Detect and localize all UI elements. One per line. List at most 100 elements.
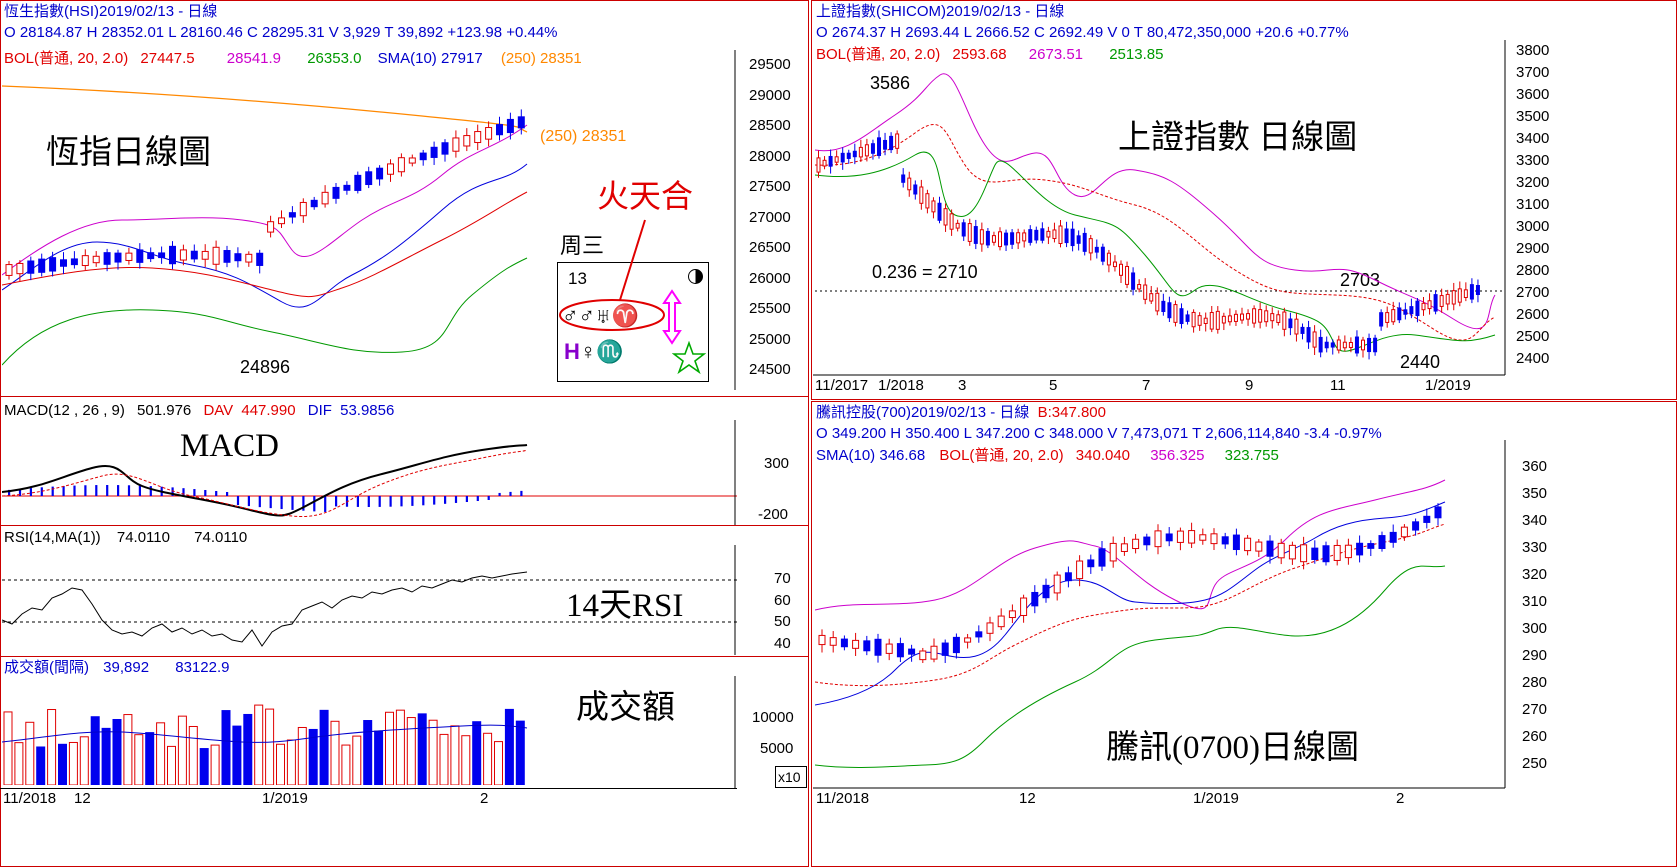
candle-body	[1058, 225, 1063, 244]
hsi-y-tick: 27500	[749, 178, 791, 195]
candle-body	[979, 229, 984, 245]
candle-body	[1397, 307, 1402, 321]
hsi-sma250-tag: (250) 28351	[540, 128, 627, 145]
candle-body	[201, 250, 209, 260]
candle-body	[1176, 530, 1184, 543]
candle-body	[874, 638, 882, 656]
macd-bar	[444, 496, 447, 504]
rsi-header: RSI(14,MA(1)) 74.0110 74.0110	[4, 529, 247, 547]
tencent-bol-upper-line	[815, 479, 1446, 611]
hsi-x-label: 11/2018	[3, 790, 57, 807]
candle-body	[949, 213, 954, 230]
macd-bar	[215, 490, 218, 496]
macd-bar	[356, 496, 359, 507]
candle-body	[883, 139, 888, 150]
macd-bar	[509, 491, 512, 496]
candle-body	[1270, 313, 1275, 322]
volume-bar	[286, 739, 296, 785]
tencent-b-label: B:347.800	[1037, 404, 1106, 421]
hsi-y-tick: 28000	[749, 148, 791, 165]
updown-arrow-icon	[662, 289, 682, 345]
candle-body	[846, 152, 851, 159]
macd-bar	[8, 489, 11, 496]
rsi-axis-line	[734, 545, 736, 655]
tencent-indicator-row: SMA(10) 346.68 BOL(普通, 20, 2.0) 340.040 …	[816, 447, 1279, 465]
candle-body	[1120, 543, 1128, 552]
candle-body	[1191, 311, 1196, 328]
shcomp-high-label: 3586	[870, 73, 911, 93]
candle-body	[310, 199, 318, 208]
candle-body	[1246, 313, 1251, 320]
macd-bar	[95, 485, 98, 496]
hsi-title: 恆生指數(HSI)2019/02/13 - 日線	[4, 3, 218, 20]
candle-body	[452, 137, 460, 152]
candle-body	[1276, 314, 1281, 323]
candle-body	[1020, 597, 1028, 616]
macd-bar	[378, 496, 381, 507]
hsi-sma250: (250) 28351	[500, 50, 582, 67]
astro-day: 13	[568, 269, 587, 288]
rsi-y-tick: 40	[774, 635, 791, 652]
candle-body	[967, 223, 972, 242]
candle-body	[1433, 294, 1438, 312]
candle-body	[517, 116, 525, 129]
candle-body	[1379, 312, 1384, 327]
macd-bar	[204, 489, 207, 496]
tencent-y-tick: 310	[1522, 593, 1548, 610]
macd-bar	[422, 496, 425, 506]
candle-body	[103, 252, 111, 265]
macd-bar	[106, 485, 109, 496]
shcomp-bol-mid-line	[815, 124, 1496, 341]
candle-body	[1354, 336, 1359, 354]
hsi-x-axis	[0, 788, 737, 789]
candle-body	[1034, 229, 1039, 241]
candle-body	[1165, 533, 1173, 542]
candle-body	[1400, 526, 1408, 538]
candle-body	[858, 146, 863, 158]
candle-body	[1300, 544, 1308, 563]
hsi-sma10: SMA(10) 27917	[377, 50, 483, 67]
candle-body	[1016, 232, 1021, 244]
tencent-y-tick: 320	[1522, 566, 1548, 583]
macd-bar	[411, 496, 414, 506]
candle-body	[1252, 308, 1257, 324]
candle-body	[1378, 535, 1386, 549]
candle-body	[92, 255, 100, 264]
shcomp-axis-lines	[813, 40, 1506, 376]
tencent-title-row: 騰訊控股(700)2019/02/13 - 日線 B:347.800	[816, 404, 1106, 422]
candle-body	[1348, 342, 1353, 348]
candle-body	[1179, 308, 1184, 325]
candle-body	[1088, 238, 1093, 254]
hsi-sma250-line	[2, 85, 528, 133]
volume-bar	[472, 721, 482, 785]
volume-bar	[134, 734, 144, 785]
macd-bar	[335, 496, 338, 507]
astro-weekday: 周三	[560, 233, 605, 258]
rsi-y-tick: 50	[774, 613, 791, 630]
tencent-y-tick: 360	[1522, 458, 1548, 475]
volume-v2: 83122.9	[175, 659, 230, 676]
astro-box: 13 ♂♂♅♈ H♀♏	[557, 262, 709, 382]
candle-body	[828, 155, 833, 167]
candle-body	[1423, 515, 1431, 523]
shcomp-y-tick: 3800	[1516, 42, 1550, 59]
candle-body	[1421, 302, 1426, 311]
candle-body	[365, 171, 373, 186]
candle-body	[147, 252, 155, 260]
astro-pointer-line	[619, 219, 646, 301]
shcomp-title: 上證指數(SHICOM)2019/02/13 - 日線	[816, 3, 1065, 20]
macd-y-tick: -200	[758, 506, 789, 523]
candle-body	[925, 193, 930, 209]
candle-body	[1389, 531, 1397, 543]
candle-body	[908, 648, 916, 655]
hsi-y-tick: 25000	[749, 331, 791, 348]
shcomp-y-tick: 2500	[1516, 328, 1550, 345]
volume-ma-line	[2, 724, 528, 743]
candle-body	[1215, 310, 1220, 330]
tencent-y-tick: 250	[1522, 755, 1548, 772]
candle-body	[1149, 293, 1154, 302]
candle-body	[997, 615, 1005, 628]
candle-body	[895, 133, 900, 149]
candle-body	[1155, 292, 1160, 312]
shcomp-y-tick: 2800	[1516, 262, 1550, 279]
